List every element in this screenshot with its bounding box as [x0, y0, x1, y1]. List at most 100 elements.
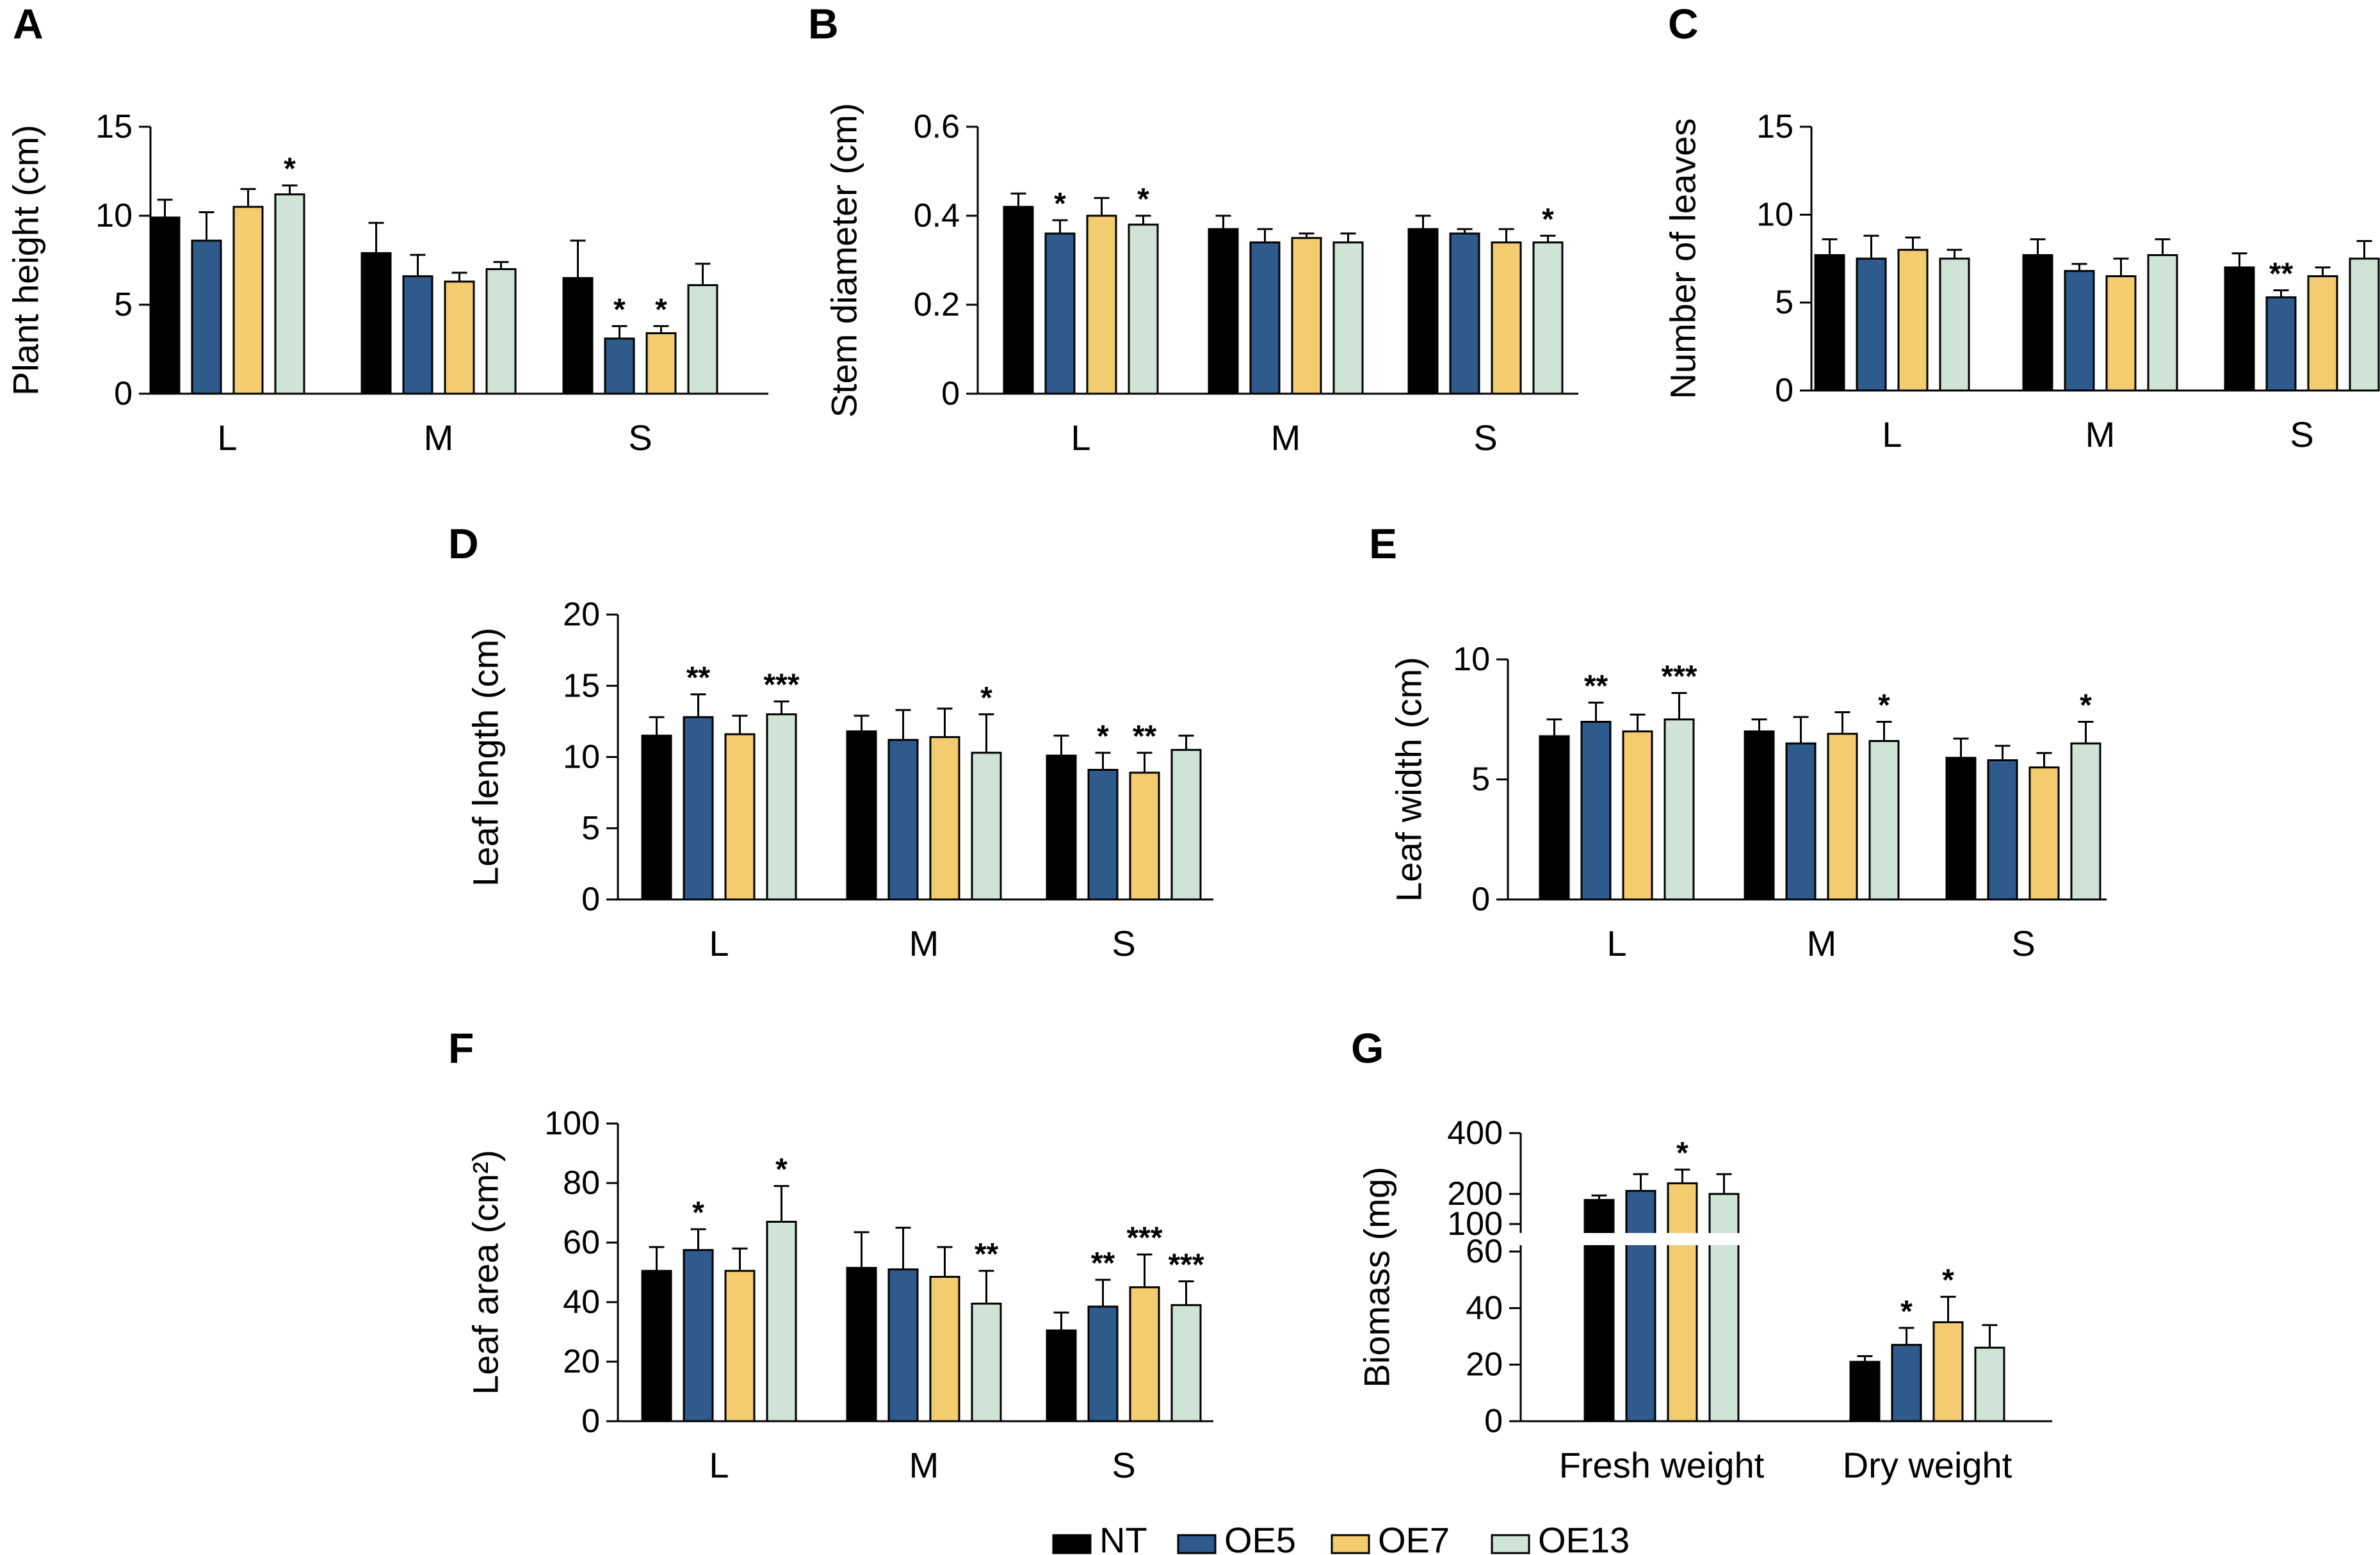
legend-swatch-oe7 — [1331, 1534, 1370, 1554]
significance-label: * — [1542, 202, 1554, 236]
axis-break — [1519, 1233, 2053, 1245]
legend-label-nt: NT — [1099, 1520, 1147, 1555]
legend-swatch-oe13 — [1491, 1534, 1530, 1554]
significance-label: ** — [686, 661, 711, 695]
bar-oe13-l — [274, 193, 305, 395]
bar-nt-l — [641, 1269, 672, 1422]
legend-swatch-nt — [1052, 1534, 1092, 1554]
category-label: Fresh weight — [1559, 1445, 1765, 1485]
y-tick-label: 0 — [581, 881, 600, 918]
bar-nt-l — [1814, 254, 1845, 392]
significance-label: *** — [1126, 1221, 1162, 1255]
bar-nt-m — [1744, 730, 1775, 901]
significance-label: * — [1097, 720, 1109, 753]
category-label: M — [1807, 923, 1837, 963]
bar-oe7-l — [1622, 730, 1653, 901]
bar-oe7-s — [1129, 1286, 1160, 1422]
y-tick-label: 40 — [563, 1284, 600, 1321]
bar-oe13-l — [1128, 223, 1159, 395]
y-tick-label: 5 — [114, 286, 133, 323]
significance-label: ** — [975, 1237, 999, 1271]
bar-nt-s — [1046, 754, 1077, 901]
y-axis-title: Leaf area (cm²) — [465, 1150, 506, 1395]
bar-oe13-dry-weight — [1974, 1346, 2005, 1422]
y-tick-label: 0.4 — [914, 197, 960, 234]
bar-oe13-m — [485, 268, 517, 395]
bar-oe5-s — [1087, 1305, 1119, 1422]
bar-oe13-l — [1939, 257, 1970, 392]
bar-nt-s — [1407, 228, 1439, 395]
y-tick-label: 400 — [1447, 1115, 1503, 1152]
bar-oe5-s — [1987, 759, 2018, 901]
y-axis-title: Leaf length (cm) — [465, 627, 506, 887]
y-tick-label: 0 — [1484, 1403, 1503, 1440]
significance-label: * — [2080, 689, 2092, 723]
bar-nt-s — [1945, 757, 1977, 901]
y-axis-title: Stem diameter (cm) — [824, 103, 864, 418]
bar-oe7-dry-weight — [1932, 1321, 1964, 1422]
panel-letter: E — [1369, 520, 1397, 567]
legend-swatch-oe5 — [1177, 1534, 1217, 1554]
bar-oe7-s — [2028, 766, 2060, 901]
legend-label-oe5: OE5 — [1224, 1520, 1296, 1555]
y-tick-label: 200 — [1447, 1175, 1503, 1213]
significance-label: * — [1942, 1264, 1954, 1298]
y-tick-label: 15 — [1756, 108, 1793, 145]
category-label: S — [1112, 923, 1135, 963]
y-tick-label: 5 — [581, 810, 600, 847]
bar-oe13-m — [1332, 241, 1364, 395]
significance-label: *** — [763, 668, 799, 702]
bar-nt-s — [562, 277, 594, 395]
significance-label: * — [1137, 182, 1149, 216]
y-tick-label: 40 — [1466, 1289, 1503, 1326]
panel-c: C Number of leaves 0 5 10 15 L M ** S — [1663, 0, 2380, 455]
y-tick-label: 100 — [1447, 1205, 1503, 1243]
y-tick-label: 0 — [1775, 372, 1793, 409]
category-label: S — [1473, 417, 1497, 458]
legend-label-oe7: OE7 — [1378, 1520, 1450, 1555]
bar-oe5-m — [2064, 270, 2095, 392]
bar-oe5-dry-weight — [1891, 1344, 1922, 1422]
bar-oe5-l — [1856, 257, 1887, 392]
bar-oe13-fresh-weight — [1708, 1193, 1740, 1422]
bar-oe7-fresh-weight — [1667, 1182, 1698, 1422]
y-tick-label: 20 — [563, 596, 600, 633]
y-tick-label: 60 — [563, 1224, 600, 1261]
category-label: L — [217, 417, 237, 458]
bar-nt-m — [846, 730, 877, 901]
bar-oe7-s — [1129, 771, 1160, 901]
y-axis-title: Leaf width (cm) — [1389, 657, 1429, 902]
bar-oe13-m — [971, 752, 1002, 901]
panel-letter: B — [808, 0, 839, 47]
significance-label: * — [692, 1196, 704, 1230]
significance-label: *** — [1661, 660, 1697, 694]
bar-oe5-s — [1087, 769, 1119, 901]
bar-oe7-m — [444, 280, 475, 395]
bar-oe5-fresh-weight — [1625, 1189, 1656, 1422]
y-tick-label: 15 — [563, 667, 600, 704]
bar-oe7-l — [1086, 214, 1117, 395]
category-label: L — [709, 1445, 729, 1485]
significance-label: ** — [1133, 720, 1157, 753]
bar-oe13-m — [2147, 254, 2178, 392]
significance-label: *** — [1168, 1248, 1204, 1282]
bar-nt-m — [846, 1267, 877, 1422]
bar-oe7-m — [2105, 275, 2137, 392]
y-tick-label: 0.2 — [914, 286, 960, 323]
y-tick-label: 20 — [1466, 1346, 1503, 1383]
significance-label: * — [1878, 689, 1890, 723]
y-tick-label: 0.6 — [914, 108, 960, 145]
significance-label: * — [1900, 1294, 1913, 1328]
legend: NT OE5 OE7 OE13 — [1052, 1520, 1630, 1555]
y-tick-label: 10 — [563, 739, 600, 776]
bar-oe7-l — [232, 205, 264, 395]
category-label: S — [628, 417, 652, 458]
panel-letter: C — [1668, 0, 1699, 47]
bar-oe13-s — [1532, 241, 1564, 395]
significance-label: * — [613, 293, 626, 326]
y-axis-title: Biomass (mg) — [1357, 1166, 1397, 1387]
panel-letter: F — [448, 1024, 474, 1072]
y-tick-label: 10 — [95, 197, 133, 234]
